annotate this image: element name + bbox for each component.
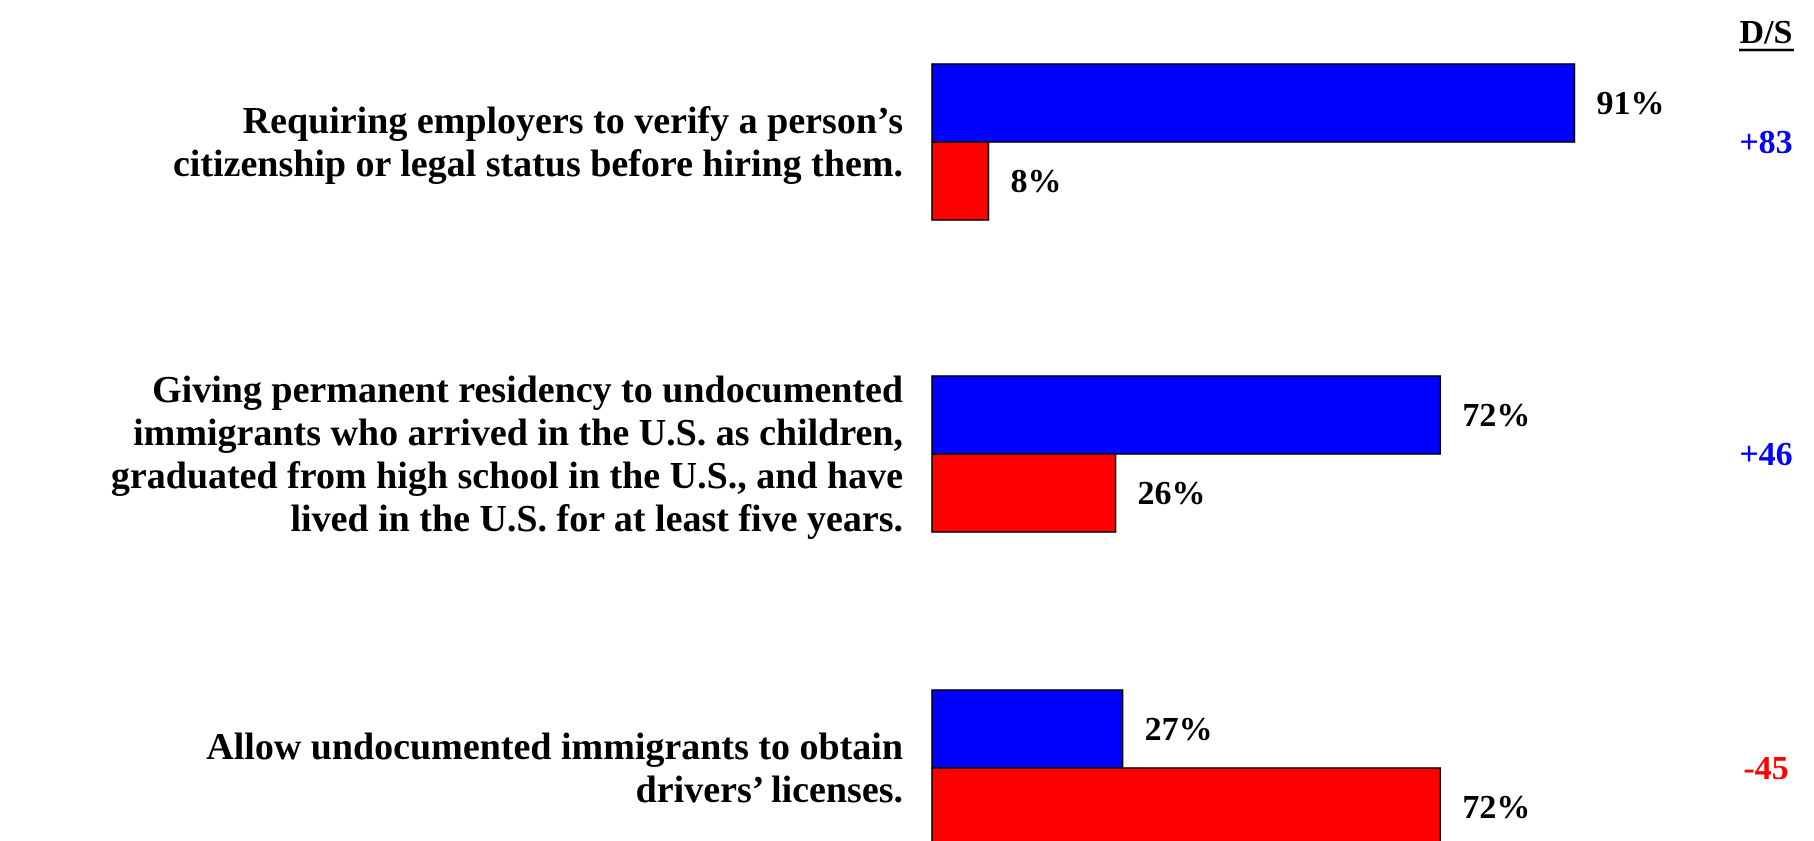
category-label: Allow undocumented immigrants to obtain d… (206, 726, 903, 811)
bar-blue (931, 375, 1442, 455)
category-label-line: Requiring employers to verify a person’s (243, 100, 903, 142)
difference-label: +46 (1739, 436, 1792, 473)
difference-label: +83 (1739, 124, 1792, 161)
data-label: 72% (1462, 789, 1530, 826)
data-label: 26% (1138, 475, 1206, 512)
data-label: 8% (1010, 163, 1061, 200)
data-label: 72% (1462, 397, 1530, 434)
bar-red (931, 453, 1117, 533)
category-label-line: citizenship or legal status before hirin… (173, 143, 903, 185)
ds-header: D/S (1740, 14, 1793, 51)
data-label: 27% (1145, 711, 1213, 748)
chart-marks: Requiring employers to verify a person’s… (111, 63, 1793, 841)
bar-blue (931, 689, 1124, 769)
category-label: Requiring employers to verify a person’s… (173, 100, 903, 185)
bar-red (931, 141, 990, 221)
bar-red (931, 767, 1442, 841)
category-label-line: lived in the U.S. for at least five year… (291, 498, 904, 540)
category-label: Giving permanent residency to undocument… (111, 369, 903, 540)
category-label-line: immigrants who arrived in the U.S. as ch… (133, 412, 903, 454)
bar-blue (931, 63, 1576, 143)
category-label-line: Allow undocumented immigrants to obtain (206, 726, 903, 768)
data-label: 91% (1596, 85, 1664, 122)
difference-label: -45 (1743, 750, 1788, 787)
category-label-line: Giving permanent residency to undocument… (152, 369, 903, 411)
category-label-line: graduated from high school in the U.S., … (111, 455, 903, 497)
category-label-line: drivers’ licenses. (636, 769, 903, 811)
